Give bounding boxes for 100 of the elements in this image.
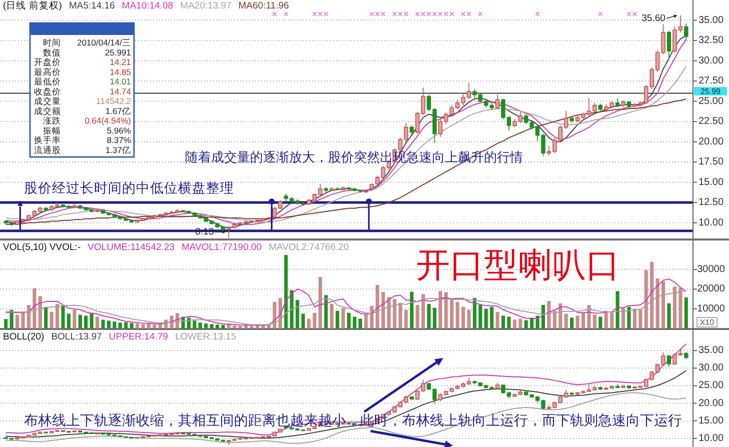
bar — [438, 291, 442, 328]
bar — [410, 292, 414, 328]
bar — [232, 326, 236, 328]
bar — [238, 326, 242, 328]
bar — [621, 308, 626, 328]
bar — [370, 306, 374, 328]
bar — [467, 310, 471, 328]
annotation: 数值 — [43, 47, 61, 58]
bar — [101, 320, 105, 328]
bar — [610, 312, 614, 328]
candlestick — [626, 385, 632, 390]
y-tick-label: 15.00 — [698, 176, 724, 188]
bar — [10, 310, 14, 328]
bar — [381, 292, 385, 328]
candlestick — [341, 186, 346, 191]
bar — [272, 302, 276, 328]
annotation: 成交额 — [34, 106, 61, 116]
bar — [16, 314, 20, 328]
candlestick — [95, 208, 100, 213]
bar — [50, 312, 54, 328]
bar — [376, 285, 380, 328]
bar — [598, 316, 602, 328]
bar — [421, 294, 425, 328]
bar — [61, 306, 65, 328]
bar — [221, 324, 225, 328]
annotation: 振幅 — [43, 125, 61, 136]
y-tick-label: 10000 — [697, 303, 726, 314]
bar — [112, 322, 116, 328]
candlestick — [44, 207, 48, 212]
bar — [187, 318, 191, 328]
bar — [136, 324, 140, 328]
annotation: 1.37亿 — [105, 144, 131, 155]
annotation: 35.60 — [642, 12, 666, 24]
bar — [301, 314, 305, 328]
candlestick — [495, 382, 500, 390]
bar — [216, 324, 220, 328]
bar — [552, 310, 556, 328]
bar — [124, 322, 128, 328]
candlestick — [570, 392, 574, 396]
bar — [244, 325, 248, 328]
bar — [684, 297, 688, 328]
bar — [32, 288, 36, 328]
bar — [352, 316, 356, 328]
bar — [78, 314, 82, 328]
candlestick — [72, 204, 77, 209]
y-tick-label: 25.00 — [698, 380, 724, 392]
bar — [507, 316, 511, 328]
legend: MA5:14.16 MA10:14.08 MA20:13.97 MA60:11.96 — [68, 0, 289, 12]
candlestick — [570, 116, 574, 124]
bar — [21, 312, 25, 328]
candlestick — [615, 98, 620, 108]
bar — [358, 318, 362, 328]
bar — [398, 302, 402, 328]
bar — [38, 296, 42, 328]
bar — [130, 322, 134, 328]
bar — [56, 304, 60, 328]
candlestick — [621, 100, 626, 108]
y-tick-label: 10.00 — [698, 217, 724, 228]
bar — [581, 312, 586, 328]
bar — [106, 320, 111, 328]
bar — [26, 304, 30, 328]
y-tick-label: 32.50 — [698, 35, 724, 46]
chart-title: VOL(5,10) VVOL:- — [3, 242, 81, 253]
bar — [84, 316, 88, 328]
bar — [296, 300, 300, 328]
annotation: 开盘价 — [34, 57, 61, 67]
bar — [347, 312, 351, 328]
y-tick-label: 30000 — [697, 264, 726, 275]
annotation: 流通股 — [34, 144, 61, 155]
y-tick-label: 20.00 — [698, 136, 724, 148]
bar — [536, 316, 540, 328]
bar — [570, 318, 574, 328]
bar — [667, 303, 671, 328]
bar — [547, 300, 551, 328]
y-tick-label: 35.00 — [698, 14, 724, 26]
candlestick — [72, 430, 77, 432]
bar — [450, 299, 454, 328]
bar — [501, 316, 505, 328]
bar — [461, 306, 465, 328]
bar — [512, 320, 516, 328]
bar — [638, 310, 642, 328]
bar — [341, 308, 345, 328]
annotation: 最高价 — [34, 66, 61, 77]
y-tick-label: 30.00 — [698, 55, 724, 66]
unit-box: X10 — [696, 317, 718, 328]
bar — [524, 320, 528, 328]
bar — [204, 323, 208, 328]
bar — [650, 262, 654, 328]
bar — [192, 320, 196, 328]
bar — [496, 312, 500, 328]
bar — [318, 276, 322, 328]
annotation: 时间 — [43, 38, 61, 48]
bar — [312, 312, 316, 328]
y-tick-label: 30.00 — [698, 362, 724, 374]
chart-title: (日线 前复权) — [3, 0, 62, 12]
bar — [198, 322, 202, 328]
annotation: 25.991 — [105, 47, 132, 58]
annotation: 14.21 — [110, 57, 132, 67]
legend: MAVOL1:77190.00 MAVOL2:74766.20 — [182, 242, 349, 253]
annotation: 涨跌 — [43, 116, 61, 126]
